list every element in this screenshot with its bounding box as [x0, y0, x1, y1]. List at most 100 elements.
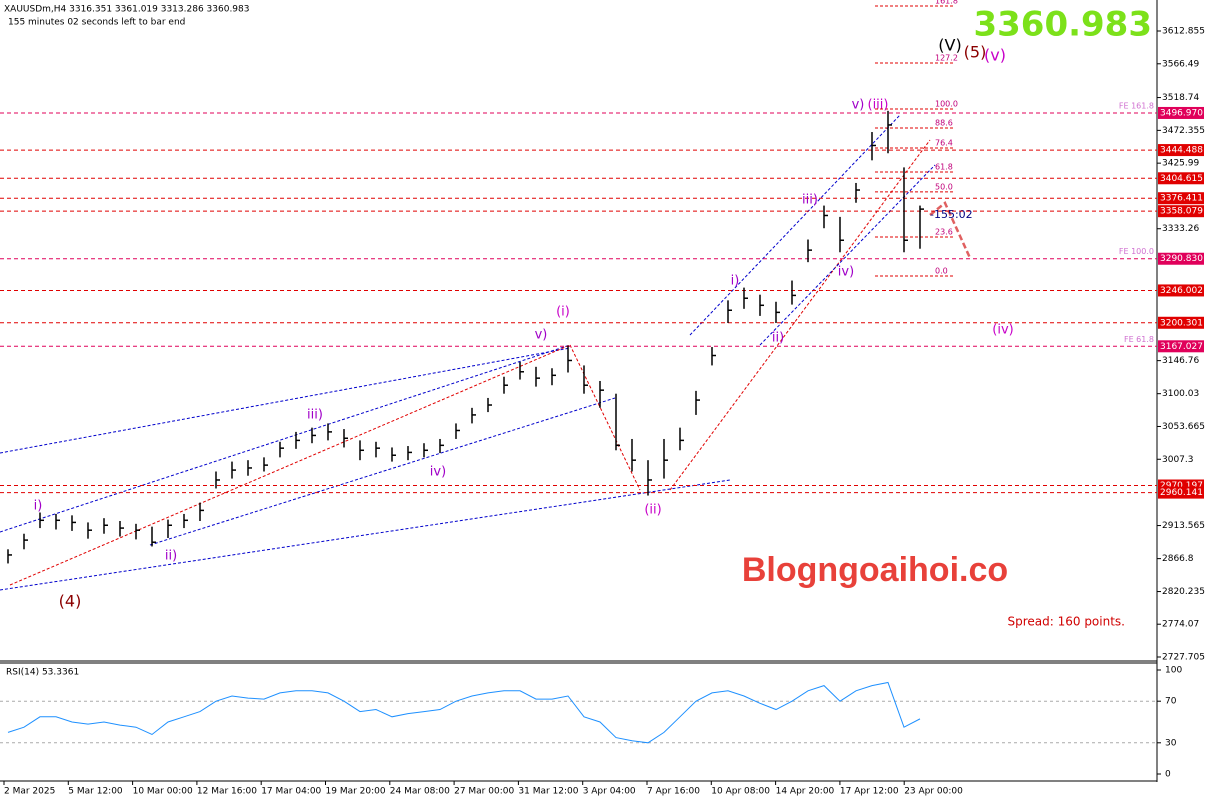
wave-label: v)	[535, 328, 548, 343]
price-box	[1158, 144, 1204, 157]
x-tick-label: 31 Mar 12:00	[518, 787, 578, 797]
rsi-tick-label: 70	[1165, 697, 1177, 707]
wave-label: i)	[34, 499, 43, 514]
channel-line	[0, 347, 571, 454]
wave-label: (i)	[556, 305, 570, 320]
wave-label: (5)	[964, 43, 987, 62]
price-box	[1158, 192, 1204, 205]
price-box-label: 3358.079	[1160, 207, 1203, 217]
wave-label: (v)	[984, 46, 1006, 65]
fib-label: 100.0	[935, 99, 958, 108]
wave-label: (iii)	[868, 98, 889, 113]
x-tick-label: 7 Apr 16:00	[647, 787, 700, 797]
fib-label: 50.0	[935, 182, 953, 191]
y-tick-label: 2820.235	[1162, 587, 1205, 597]
price-box-label: 3200.301	[1160, 318, 1203, 328]
channel-line	[9, 344, 571, 586]
x-tick-label: 24 Mar 08:00	[390, 787, 450, 797]
channel-line	[569, 344, 641, 491]
x-tick-label: 23 Apr 00:00	[904, 787, 963, 797]
x-tick-label: 10 Apr 08:00	[711, 787, 770, 797]
rsi-tick-label: 30	[1165, 738, 1177, 748]
y-tick-label: 3612.855	[1162, 27, 1205, 37]
price-box-label: 3167.027	[1160, 342, 1203, 352]
y-tick-label: 3146.76	[1162, 356, 1199, 366]
y-tick-label: 3100.03	[1162, 389, 1199, 399]
wave-label: (iv)	[992, 323, 1013, 338]
fe-label: FE 61.8	[1124, 335, 1154, 344]
wave-label: (4)	[59, 592, 82, 611]
x-tick-label: 19 Mar 20:00	[326, 787, 386, 797]
y-tick-label: 3472.355	[1162, 126, 1205, 136]
x-tick-label: 27 Mar 00:00	[454, 787, 514, 797]
channel-line	[689, 114, 901, 336]
header: XAUUSDm,H4 3316.351 3361.019 3313.286 33…	[4, 5, 249, 15]
wave-label: (ii)	[644, 503, 661, 518]
price-box-label: 3290.830	[1160, 254, 1203, 264]
channel-line	[759, 164, 936, 346]
y-tick-label: 3425.99	[1162, 159, 1199, 169]
fib-label: 0.0	[935, 267, 948, 276]
price-box	[1158, 172, 1204, 185]
y-tick-label: 2727.705	[1162, 652, 1205, 662]
x-tick-label: 3 Apr 04:00	[583, 787, 636, 797]
rsi-tick-label: 100	[1165, 666, 1182, 676]
channel-line	[149, 397, 616, 546]
fe-label: FE 161.8	[1119, 101, 1154, 110]
price-box	[1158, 252, 1204, 265]
price-box-label: 3444.488	[1160, 146, 1203, 156]
x-tick-label: 17 Apr 12:00	[840, 787, 899, 797]
price-box-label: 3404.615	[1160, 174, 1203, 184]
y-tick-label: 3053.665	[1162, 422, 1205, 432]
x-tick-label: 2 Mar 2025	[4, 787, 55, 797]
wave-label: ii)	[165, 549, 177, 564]
x-tick-label: 14 Apr 20:00	[776, 787, 835, 797]
rsi-line	[7, 681, 921, 744]
y-tick-label: 2774.07	[1162, 620, 1199, 630]
countdown: -155:02	[930, 208, 973, 221]
price-box	[1158, 316, 1204, 329]
fib-label: 76.4	[935, 138, 953, 147]
price-box	[1158, 106, 1204, 119]
x-tick-label: 12 Mar 16:00	[197, 787, 257, 797]
y-tick-label: 2913.565	[1162, 521, 1205, 531]
fe-label: FE 100.0	[1119, 247, 1154, 256]
watermark: Blogngoaihoi.co	[742, 551, 1008, 589]
fib-label: 88.6	[935, 118, 953, 127]
rsi-label: RSI(14) 53.3361	[6, 668, 79, 678]
wave-label: iv)	[430, 465, 446, 480]
wave-label: ii)	[772, 331, 784, 346]
y-tick-label: 3518.74	[1162, 93, 1199, 103]
channels	[0, 114, 936, 591]
wave-label: (V)	[938, 36, 961, 55]
price-box	[1158, 340, 1204, 353]
x-tick-label: 10 Mar 00:00	[133, 787, 193, 797]
price-box-label: 2960.141	[1160, 488, 1203, 498]
fib-label: 127.2	[935, 54, 958, 63]
rsi-tick-label: 0	[1165, 770, 1171, 780]
y-tick-label: 2866.8	[1162, 554, 1194, 564]
x-tick-label: 17 Mar 04:00	[261, 787, 321, 797]
arrow-path	[929, 201, 972, 259]
channel-line	[0, 479, 731, 591]
wave-label: iv)	[838, 265, 854, 280]
timer: 155 minutes 02 seconds left to bar end	[8, 18, 185, 28]
price-box-label: 3496.970	[1160, 108, 1203, 118]
wave-label: i)	[731, 274, 740, 289]
y-tick-label: 3566.49	[1162, 59, 1199, 69]
x-tick-label: 5 Mar 12:00	[68, 787, 123, 797]
fib-label: 23.6	[935, 227, 953, 236]
big-price: 3360.983	[973, 5, 1152, 45]
price-box-label: 3376.411	[1160, 194, 1203, 204]
y-tick-label: 3007.3	[1162, 455, 1194, 465]
price-box	[1158, 205, 1204, 218]
fib-label: 61.8	[935, 162, 953, 171]
projection-arrow	[929, 201, 972, 259]
y-tick-label: 3333.26	[1162, 224, 1199, 234]
wave-label: v)	[852, 98, 865, 113]
price-box	[1158, 284, 1204, 297]
spread: Spread: 160 points.	[1007, 615, 1125, 629]
wave-label: iii)	[802, 193, 818, 208]
